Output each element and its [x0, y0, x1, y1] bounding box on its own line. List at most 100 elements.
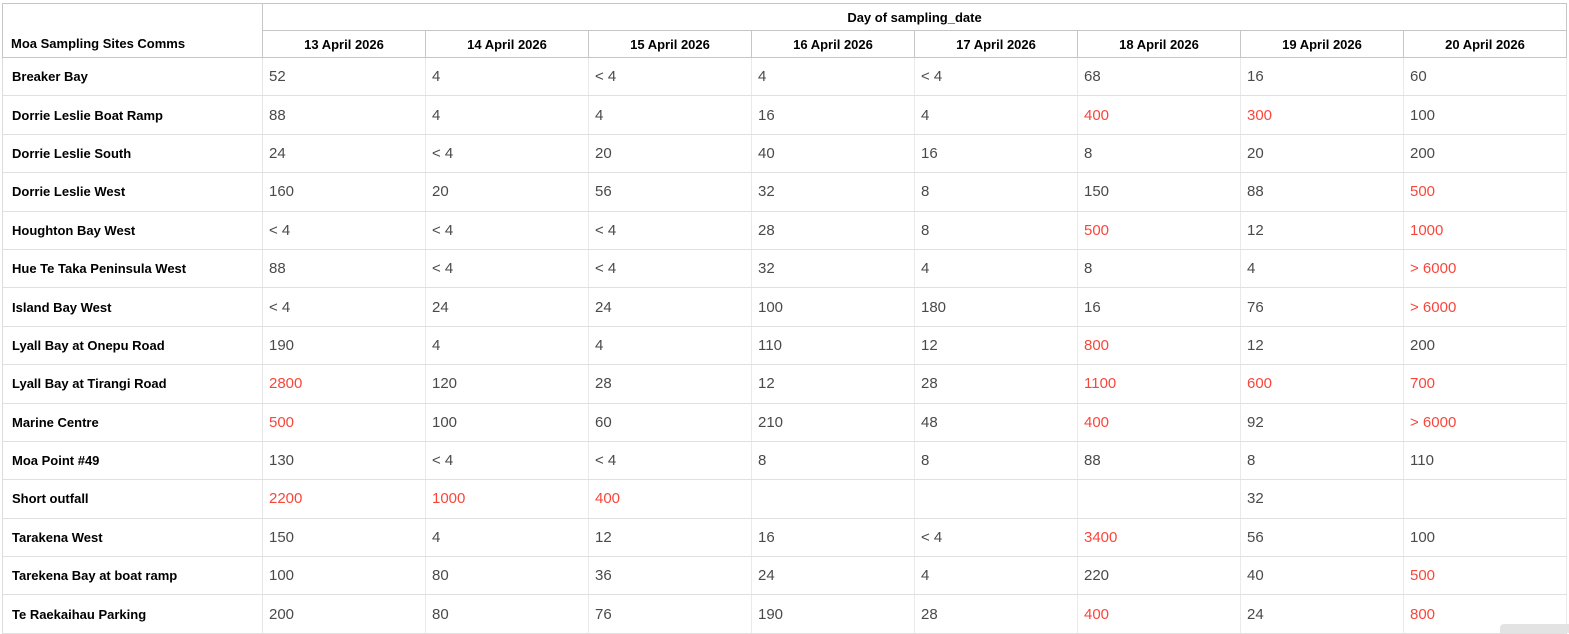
value-cell[interactable]: 60: [588, 402, 752, 442]
value-cell[interactable]: 4: [425, 95, 589, 135]
row-label[interactable]: Island Bay West: [2, 287, 263, 327]
value-cell[interactable]: 150: [1077, 172, 1241, 212]
value-cell[interactable]: 88: [262, 248, 426, 289]
value-cell[interactable]: 500: [1403, 556, 1567, 596]
value-cell[interactable]: 4: [914, 248, 1078, 289]
value-cell[interactable]: 40: [751, 133, 915, 174]
value-cell[interactable]: 100: [262, 556, 426, 596]
value-cell[interactable]: 400: [1077, 594, 1241, 634]
row-label[interactable]: Dorrie Leslie Boat Ramp: [2, 95, 263, 135]
value-cell[interactable]: 8: [914, 210, 1078, 250]
value-cell[interactable]: 130: [262, 440, 426, 481]
value-cell[interactable]: 88: [1240, 172, 1404, 212]
value-cell[interactable]: < 4: [425, 440, 589, 481]
value-cell[interactable]: 2200: [262, 479, 426, 519]
value-cell[interactable]: 4: [425, 56, 589, 97]
value-cell[interactable]: 76: [1240, 287, 1404, 327]
value-cell[interactable]: < 4: [425, 210, 589, 250]
value-cell[interactable]: 110: [1403, 440, 1567, 481]
value-cell[interactable]: 110: [751, 325, 915, 366]
value-cell[interactable]: [1403, 479, 1567, 519]
value-cell[interactable]: 500: [1403, 172, 1567, 212]
row-label[interactable]: Lyall Bay at Tirangi Road: [2, 364, 263, 404]
value-cell[interactable]: 80: [425, 594, 589, 634]
value-cell[interactable]: 500: [262, 402, 426, 442]
value-cell[interactable]: < 4: [588, 210, 752, 250]
value-cell[interactable]: 88: [1077, 440, 1241, 481]
value-cell[interactable]: 300: [1240, 95, 1404, 135]
column-header-4[interactable]: 17 April 2026: [914, 30, 1078, 58]
value-cell[interactable]: 16: [1077, 287, 1241, 327]
value-cell[interactable]: 500: [1077, 210, 1241, 250]
value-cell[interactable]: 80: [425, 556, 589, 596]
row-label[interactable]: Tarakena West: [2, 517, 263, 558]
value-cell[interactable]: 4: [588, 325, 752, 366]
value-cell[interactable]: < 4: [262, 210, 426, 250]
value-cell[interactable]: 56: [588, 172, 752, 212]
value-cell[interactable]: > 6000: [1403, 248, 1567, 289]
value-cell[interactable]: 8: [1077, 133, 1241, 174]
value-cell[interactable]: 3400: [1077, 517, 1241, 558]
value-cell[interactable]: 800: [1077, 325, 1241, 366]
value-cell[interactable]: < 4: [914, 56, 1078, 97]
row-label[interactable]: Lyall Bay at Onepu Road: [2, 325, 263, 366]
value-cell[interactable]: 8: [914, 172, 1078, 212]
value-cell[interactable]: 40: [1240, 556, 1404, 596]
value-cell[interactable]: 400: [1077, 402, 1241, 442]
value-cell[interactable]: 56: [1240, 517, 1404, 558]
row-label[interactable]: Dorrie Leslie South: [2, 133, 263, 174]
row-label[interactable]: Te Raekaihau Parking: [2, 594, 263, 634]
value-cell[interactable]: 24: [425, 287, 589, 327]
row-label[interactable]: Hue Te Taka Peninsula West: [2, 248, 263, 289]
column-header-1[interactable]: 14 April 2026: [425, 30, 589, 58]
value-cell[interactable]: 4: [588, 95, 752, 135]
value-cell[interactable]: < 4: [425, 248, 589, 289]
value-cell[interactable]: 28: [751, 210, 915, 250]
value-cell[interactable]: 92: [1240, 402, 1404, 442]
value-cell[interactable]: 48: [914, 402, 1078, 442]
value-cell[interactable]: [1077, 479, 1241, 519]
value-cell[interactable]: > 6000: [1403, 402, 1567, 442]
row-label[interactable]: Marine Centre: [2, 402, 263, 442]
value-cell[interactable]: 4: [425, 517, 589, 558]
value-cell[interactable]: 210: [751, 402, 915, 442]
value-cell[interactable]: 24: [1240, 594, 1404, 634]
value-cell[interactable]: 12: [1240, 210, 1404, 250]
row-label[interactable]: Dorrie Leslie West: [2, 172, 263, 212]
value-cell[interactable]: 88: [262, 95, 426, 135]
horizontal-scrollbar-thumb[interactable]: [1500, 624, 1569, 633]
value-cell[interactable]: 4: [751, 56, 915, 97]
value-cell[interactable]: 200: [1403, 133, 1567, 174]
value-cell[interactable]: [751, 479, 915, 519]
value-cell[interactable]: 32: [751, 248, 915, 289]
value-cell[interactable]: 190: [262, 325, 426, 366]
value-cell[interactable]: 20: [425, 172, 589, 212]
column-header-7[interactable]: 20 April 2026: [1403, 30, 1567, 58]
column-group-header[interactable]: Day of sampling_date: [262, 3, 1567, 31]
row-dimension-header[interactable]: Moa Sampling Sites Comms: [2, 3, 263, 58]
value-cell[interactable]: 12: [588, 517, 752, 558]
value-cell[interactable]: 400: [588, 479, 752, 519]
value-cell[interactable]: 16: [751, 95, 915, 135]
value-cell[interactable]: 2800: [262, 364, 426, 404]
row-label[interactable]: Tarekena Bay at boat ramp: [2, 556, 263, 596]
value-cell[interactable]: 76: [588, 594, 752, 634]
value-cell[interactable]: 16: [751, 517, 915, 558]
value-cell[interactable]: > 6000: [1403, 287, 1567, 327]
value-cell[interactable]: 180: [914, 287, 1078, 327]
value-cell[interactable]: 52: [262, 56, 426, 97]
value-cell[interactable]: 4: [425, 325, 589, 366]
value-cell[interactable]: 16: [1240, 56, 1404, 97]
value-cell[interactable]: 32: [751, 172, 915, 212]
value-cell[interactable]: 1000: [1403, 210, 1567, 250]
value-cell[interactable]: 24: [588, 287, 752, 327]
value-cell[interactable]: 12: [1240, 325, 1404, 366]
value-cell[interactable]: < 4: [588, 56, 752, 97]
value-cell[interactable]: 8: [1077, 248, 1241, 289]
value-cell[interactable]: < 4: [914, 517, 1078, 558]
row-label[interactable]: Houghton Bay West: [2, 210, 263, 250]
row-label[interactable]: Breaker Bay: [2, 56, 263, 97]
column-header-2[interactable]: 15 April 2026: [588, 30, 752, 58]
value-cell[interactable]: < 4: [588, 440, 752, 481]
value-cell[interactable]: 120: [425, 364, 589, 404]
